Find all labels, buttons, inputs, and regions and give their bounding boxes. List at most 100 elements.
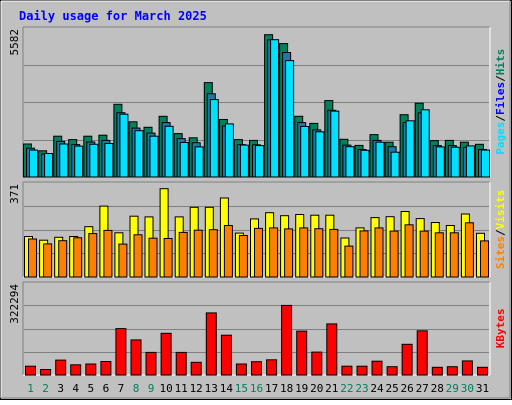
x-tick-label-day-17: 17 xyxy=(265,382,278,395)
bar-kbytes-day-5 xyxy=(85,363,97,376)
legend-entry-hits: Hits xyxy=(494,49,507,76)
x-tick-label-day-21: 21 xyxy=(325,382,338,395)
bar-sites-day-29 xyxy=(449,232,459,278)
bar-sites-day-16 xyxy=(254,227,263,278)
bar-sites-day-18 xyxy=(284,228,294,278)
bar-sites-day-13 xyxy=(208,229,218,278)
x-tick-label-day-25: 25 xyxy=(385,382,398,395)
bar-kbytes-day-31 xyxy=(477,366,488,376)
bar-pages-day-14 xyxy=(224,123,234,178)
bar-kbytes-day-7 xyxy=(115,328,127,376)
bar-kbytes-day-1 xyxy=(25,365,36,376)
bar-kbytes-day-21 xyxy=(326,323,338,376)
x-tick-label-day-8: 8 xyxy=(133,382,140,395)
bar-pages-day-23 xyxy=(360,149,370,178)
x-tick-label-day-29: 29 xyxy=(446,382,459,395)
panel-hits-files-pages-ymax-label: 5582 xyxy=(8,29,21,56)
bar-pages-day-16 xyxy=(255,145,264,178)
bar-sites-day-22 xyxy=(344,245,354,278)
panel-visits-sites-ymax-label: 371 xyxy=(8,184,21,204)
bar-kbytes-day-17 xyxy=(266,359,278,376)
bar-sites-day-26 xyxy=(404,224,414,278)
bar-kbytes-day-11 xyxy=(175,351,187,376)
x-tick-label-day-19: 19 xyxy=(295,382,308,395)
bar-kbytes-day-18 xyxy=(281,304,293,376)
bar-kbytes-day-14 xyxy=(220,334,232,376)
bar-kbytes-day-15 xyxy=(235,363,247,376)
panel-hits-files-pages-legend: Pages/Files/Hits xyxy=(494,49,507,155)
bar-kbytes-day-24 xyxy=(371,360,383,376)
bar-sites-day-8 xyxy=(133,234,143,278)
bar-sites-day-15 xyxy=(238,235,248,278)
bar-kbytes-day-12 xyxy=(190,361,202,376)
bar-kbytes-day-16 xyxy=(251,361,262,376)
x-tick-label-day-22: 22 xyxy=(340,382,353,395)
chart-title: Daily usage for March 2025 xyxy=(19,9,207,23)
x-tick-label-day-5: 5 xyxy=(87,382,94,395)
bar-sites-day-31 xyxy=(480,240,489,278)
x-tick-label-day-9: 9 xyxy=(148,382,155,395)
bar-pages-day-28 xyxy=(435,146,445,178)
bar-pages-day-21 xyxy=(330,110,340,178)
bar-kbytes-day-29 xyxy=(446,366,458,376)
bar-pages-day-1 xyxy=(29,149,38,178)
x-tick-label-day-30: 30 xyxy=(461,382,474,395)
bar-sites-day-27 xyxy=(419,230,429,278)
x-tick-label-day-11: 11 xyxy=(175,382,188,395)
x-tick-label-day-18: 18 xyxy=(280,382,293,395)
panel-kbytes-legend: KBytes xyxy=(494,309,507,349)
bar-sites-day-17 xyxy=(269,227,279,278)
bar-sites-day-28 xyxy=(434,232,444,278)
legend-entry-separator: / xyxy=(494,229,507,236)
bar-sites-day-30 xyxy=(464,222,474,278)
bar-pages-day-26 xyxy=(405,120,415,178)
bar-sites-day-6 xyxy=(103,229,113,278)
bar-kbytes-day-10 xyxy=(160,332,172,376)
bar-pages-day-7 xyxy=(119,113,129,178)
x-tick-label-day-13: 13 xyxy=(205,382,218,395)
bar-sites-day-12 xyxy=(193,229,203,278)
bar-kbytes-day-9 xyxy=(145,351,157,376)
x-tick-label-day-6: 6 xyxy=(103,382,110,395)
bar-pages-day-18 xyxy=(285,60,295,178)
bar-sites-day-21 xyxy=(329,228,339,278)
bar-sites-day-3 xyxy=(58,240,68,278)
bar-sites-day-7 xyxy=(118,243,128,278)
bar-kbytes-day-4 xyxy=(70,364,82,376)
bar-pages-day-25 xyxy=(390,151,400,178)
bar-kbytes-day-28 xyxy=(431,366,443,376)
x-tick-label-day-27: 27 xyxy=(416,382,429,395)
bar-sites-day-1 xyxy=(28,238,37,278)
bar-pages-day-29 xyxy=(450,146,460,178)
bar-sites-day-19 xyxy=(299,227,309,278)
bar-kbytes-day-30 xyxy=(461,360,473,376)
bar-pages-day-8 xyxy=(134,130,144,178)
bar-kbytes-day-6 xyxy=(100,361,112,376)
bar-pages-day-6 xyxy=(104,143,114,178)
bar-kbytes-day-13 xyxy=(205,312,217,376)
x-tick-label-day-12: 12 xyxy=(190,382,203,395)
bar-sites-day-14 xyxy=(223,225,233,278)
bar-pages-day-20 xyxy=(315,131,325,178)
x-tick-label-day-3: 3 xyxy=(57,382,64,395)
bar-sites-day-24 xyxy=(374,227,384,278)
bar-pages-day-5 xyxy=(89,143,99,178)
bar-sites-day-9 xyxy=(148,237,158,278)
bar-pages-day-11 xyxy=(179,142,189,178)
panel-kbytes-ymax-label: 322294 xyxy=(8,284,21,324)
bar-pages-day-19 xyxy=(300,126,310,178)
bar-pages-day-30 xyxy=(465,145,475,178)
legend-entry-separator: / xyxy=(494,115,507,122)
x-tick-label-day-24: 24 xyxy=(370,382,384,395)
bar-pages-day-31 xyxy=(481,149,490,178)
x-tick-label-day-28: 28 xyxy=(431,382,444,395)
bar-pages-day-22 xyxy=(345,146,355,178)
x-tick-label-day-1: 1 xyxy=(27,382,34,395)
bar-kbytes-day-27 xyxy=(416,330,428,376)
bar-pages-day-15 xyxy=(239,144,249,178)
legend-entry-kbytes: KBytes xyxy=(494,309,507,349)
x-tick-label-day-10: 10 xyxy=(159,382,172,395)
bar-sites-day-4 xyxy=(73,237,83,278)
